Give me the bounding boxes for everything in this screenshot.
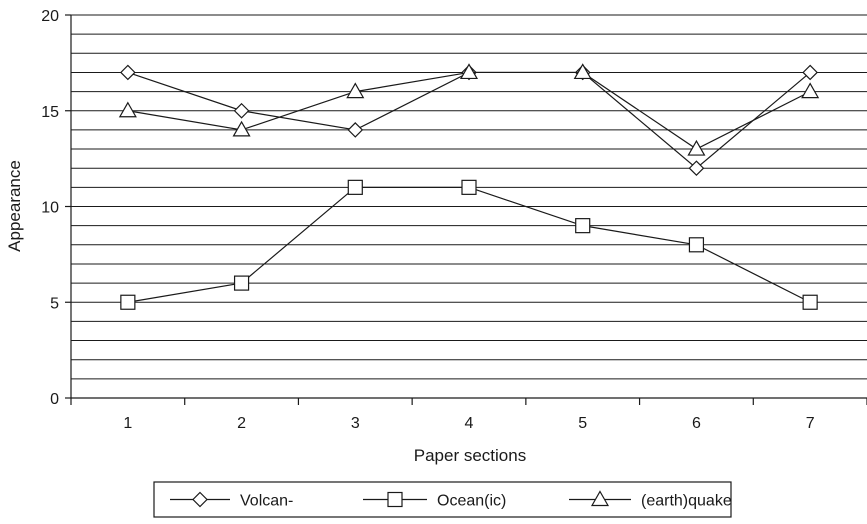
data-point (573, 63, 592, 80)
data-point (120, 294, 136, 310)
x-tick-label: 7 (806, 415, 815, 432)
data-point (347, 122, 364, 138)
legend-marker (590, 490, 610, 507)
y-tick-label: 15 (41, 104, 59, 121)
series-diamond (120, 64, 818, 177)
x-tick-label: 3 (351, 415, 360, 432)
legend-label: Volcan- (240, 493, 293, 510)
x-tick-label: 5 (578, 415, 587, 432)
y-tick-label: 5 (50, 295, 59, 312)
legend-item: Ocean(ic) (363, 491, 506, 510)
data-point (233, 102, 250, 119)
series-triangle (118, 63, 820, 156)
y-tick-label: 0 (50, 391, 59, 408)
series-square (120, 179, 818, 310)
data-point (802, 294, 818, 310)
x-tick-labels: 1 2 3 4 5 6 7 (123, 415, 814, 432)
legend-marker (192, 491, 208, 508)
y-tick-labels: 0 5 10 15 20 (41, 8, 59, 408)
data-point (461, 179, 477, 195)
data-point (688, 160, 705, 177)
legend-marker (387, 491, 403, 508)
x-tick-label: 4 (465, 415, 474, 432)
data-point (459, 63, 479, 80)
data-point (802, 64, 818, 81)
data-point (346, 82, 365, 99)
data-point (347, 179, 363, 195)
legend: Volcan- Ocean(ic) (earth)quake (153, 481, 732, 518)
y-axis-title: Appearance (5, 160, 24, 252)
data-point (688, 237, 705, 253)
legend-label: Ocean(ic) (437, 493, 506, 510)
legend-item: Volcan- (170, 491, 293, 510)
data-point (233, 275, 250, 291)
data-point (118, 101, 137, 118)
legend-label: (earth)quake (641, 493, 732, 510)
x-tick-label: 6 (692, 415, 701, 432)
x-axis-title: Paper sections (414, 446, 526, 465)
legend-item: (earth)quake (569, 490, 732, 510)
legend-box (153, 481, 732, 518)
data-point (232, 120, 251, 137)
data-point (687, 139, 706, 156)
data-point (801, 82, 820, 99)
series-group (118, 63, 820, 310)
x-tick-label: 1 (123, 415, 132, 432)
data-point (120, 64, 136, 81)
x-tick-label: 2 (237, 415, 246, 432)
axes (65, 14, 867, 405)
y-tick-label: 10 (41, 200, 59, 217)
data-point (575, 218, 591, 234)
y-tick-label: 20 (41, 8, 59, 25)
series-line (127, 71, 811, 169)
